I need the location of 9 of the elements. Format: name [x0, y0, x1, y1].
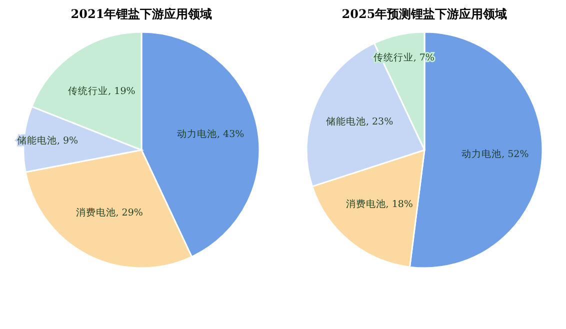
slice-label: 动力电池, 52%	[462, 148, 529, 160]
slice-label: 消费电池, 18%	[346, 198, 413, 210]
slice-label: 动力电池, 43%	[177, 128, 244, 140]
slice-label: 传统行业, 19%	[68, 84, 136, 97]
slice-label: 储能电池, 9%	[16, 134, 78, 147]
chart-title: 2021年锂盐下游应用领域	[70, 7, 212, 21]
chart-title: 2025年预测锂盐下游应用领域	[342, 7, 508, 21]
slice-label: 储能电池, 23%	[326, 115, 394, 128]
slice-label: 消费电池, 29%	[76, 206, 143, 219]
